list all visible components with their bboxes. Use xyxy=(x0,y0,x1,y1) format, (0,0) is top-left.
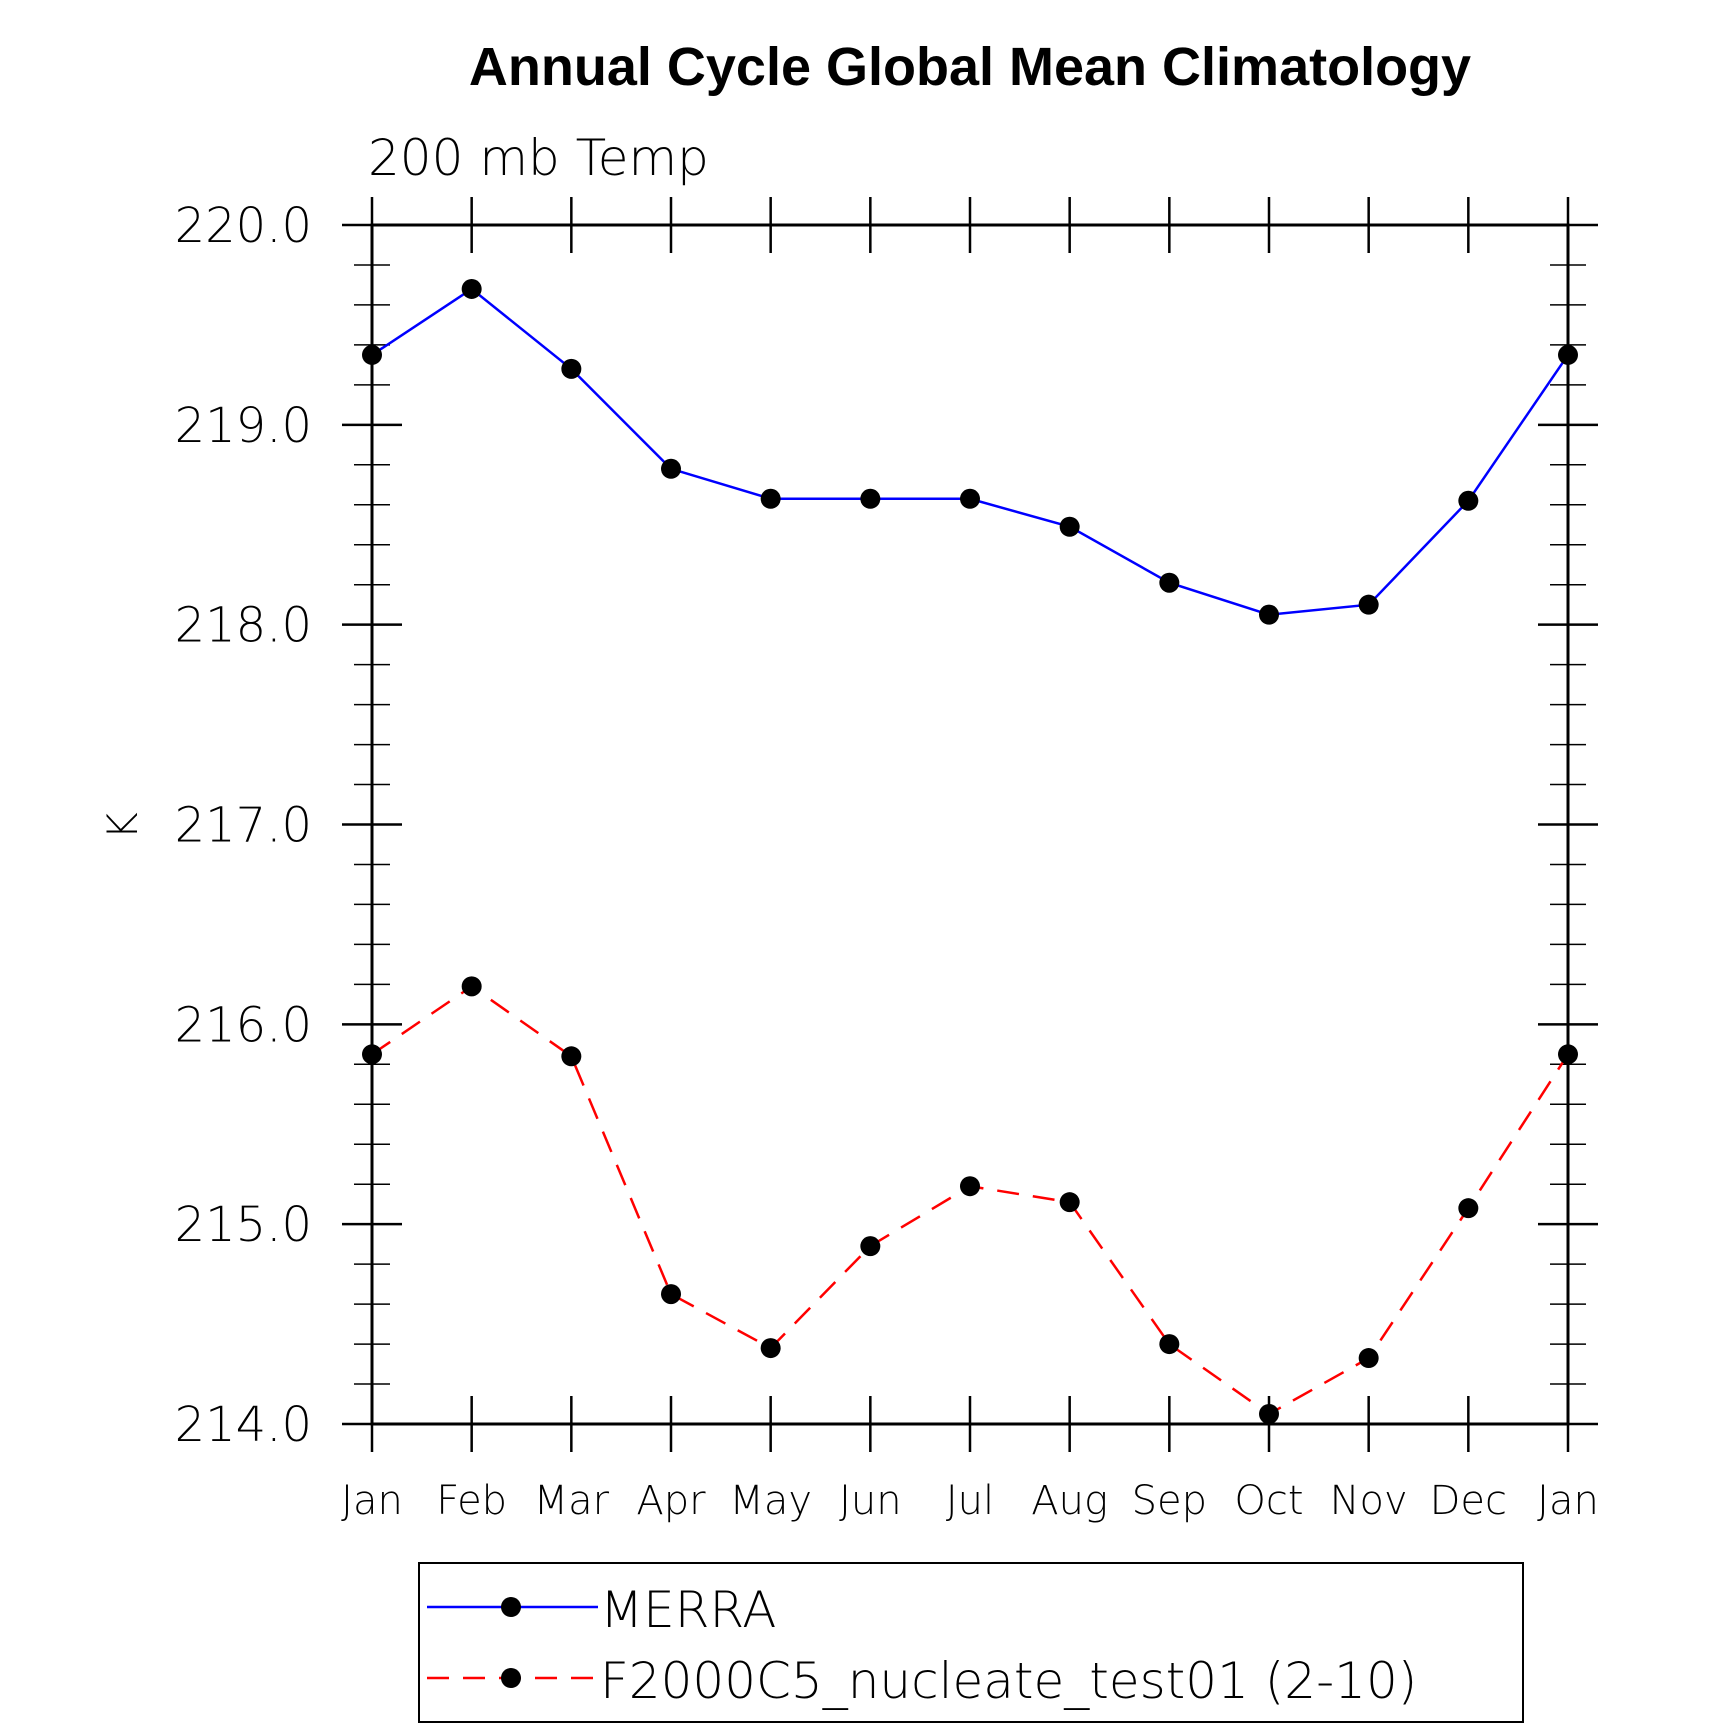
x-tick-label: Mar xyxy=(534,1478,610,1524)
x-tick-label: Sep xyxy=(1132,1478,1207,1524)
series-0-point xyxy=(1159,572,1180,593)
series-0-point xyxy=(461,278,482,299)
legend-merra-label: MERRA xyxy=(600,1581,776,1639)
series-line-0 xyxy=(371,287,1570,616)
legend-test-marker xyxy=(501,1668,521,1688)
chart-subtitle: 200 mb Temp xyxy=(368,129,709,187)
series-0-point xyxy=(661,458,681,479)
y-tick-label: 219.0 xyxy=(175,398,312,454)
x-tick-label: Feb xyxy=(436,1478,507,1524)
series-1-point xyxy=(561,1046,582,1067)
series-0-point xyxy=(860,488,881,509)
y-tick-label: 214.0 xyxy=(175,1397,312,1453)
x-tick-label: Nov xyxy=(1330,1478,1408,1524)
x-tick-label: Apr xyxy=(636,1478,706,1524)
x-tick-label: Aug xyxy=(1031,1478,1108,1524)
x-tick-label: Jan xyxy=(341,1478,403,1524)
plot-marks: Jan Feb Mar Apr May Jun Jul Aug Sep Oct Nov Dec Jan 2… xyxy=(175,197,1599,1524)
series-0-point xyxy=(1358,594,1379,615)
x-tick-label: May xyxy=(729,1478,812,1524)
legend: MERRA F2000C5_nucleate_test01 (2-10) xyxy=(418,1562,1524,1723)
series-0-point xyxy=(1059,516,1080,537)
x-tick-label: Dec xyxy=(1430,1478,1507,1524)
series-1-point xyxy=(960,1176,980,1197)
series-1-point xyxy=(860,1236,881,1257)
x-tick-label: Jul xyxy=(946,1478,994,1524)
series-0-point xyxy=(1259,604,1279,625)
series-1-point xyxy=(661,1284,681,1305)
y-axis-label: K xyxy=(98,812,147,840)
series-1-point xyxy=(461,976,482,997)
series-1-point xyxy=(1259,1404,1279,1425)
series-0-point xyxy=(1458,490,1479,511)
series-0-point xyxy=(760,488,781,509)
plot-frame xyxy=(370,223,1570,1426)
series-1-point xyxy=(1458,1198,1479,1219)
series-1-point xyxy=(760,1338,781,1359)
chart-title: Annual Cycle Global Mean Climatology xyxy=(469,37,1471,97)
series-1-point xyxy=(1059,1192,1080,1213)
series-1-point xyxy=(1358,1348,1379,1369)
series-1-point xyxy=(1159,1334,1180,1355)
x-tick-label: Jan xyxy=(1537,1478,1599,1524)
x-tick-label: Jun xyxy=(839,1478,902,1524)
series-line-1 xyxy=(371,984,1570,1416)
legend-merra-marker xyxy=(501,1597,521,1617)
y-tick-label: 218.0 xyxy=(175,598,312,654)
series-0-point xyxy=(960,488,980,509)
series-0-point xyxy=(561,358,582,379)
y-tick-label: 215.0 xyxy=(175,1197,312,1253)
y-tick-label: 217.0 xyxy=(175,798,312,854)
legend-test-label: F2000C5_nucleate_test01 (2-10) xyxy=(600,1652,1417,1710)
legend-box xyxy=(418,1562,1524,1723)
y-tick-label: 216.0 xyxy=(175,997,312,1053)
x-tick-label: Oct xyxy=(1234,1478,1303,1524)
y-tick-label: 220.0 xyxy=(175,198,312,254)
